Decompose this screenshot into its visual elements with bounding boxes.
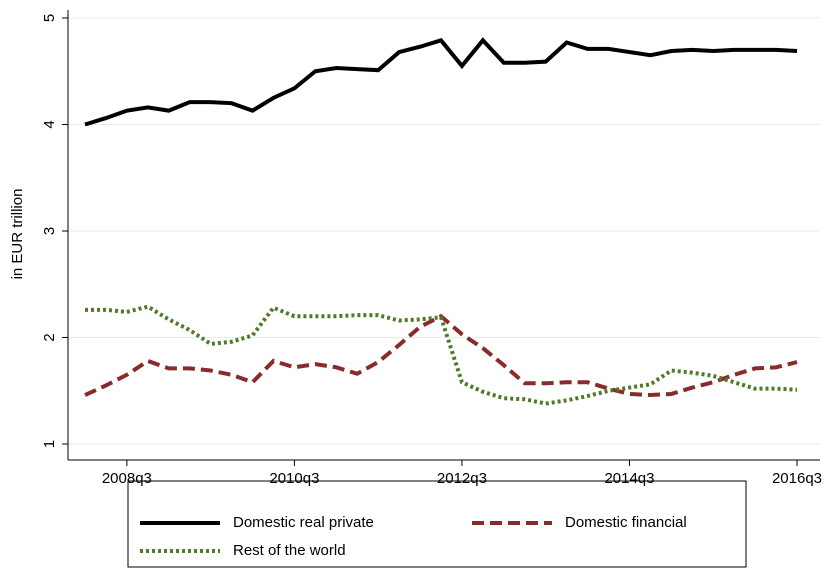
- legend-label: Domestic real private: [233, 514, 374, 531]
- y-tick-label: 2: [41, 333, 58, 341]
- x-tick-label: 2016q3: [772, 470, 822, 487]
- legend-box: [127, 480, 747, 568]
- y-tick-label: 1: [41, 440, 58, 448]
- x-tick-label: 2008q3: [102, 470, 152, 487]
- y-tick-label: 3: [41, 227, 58, 235]
- x-tick-label: 2014q3: [604, 470, 654, 487]
- legend-label: Rest of the world: [233, 542, 346, 559]
- x-tick-label: 2010q3: [269, 470, 319, 487]
- legend-label: Domestic financial: [565, 514, 687, 531]
- y-tick-label: 5: [41, 14, 58, 22]
- series-line: [84, 37, 798, 127]
- series-line: [85, 304, 798, 406]
- x-tick-label: 2012q3: [437, 470, 487, 487]
- y-tick-label: 4: [41, 120, 58, 128]
- y-axis-label: in EUR trillion: [9, 189, 26, 280]
